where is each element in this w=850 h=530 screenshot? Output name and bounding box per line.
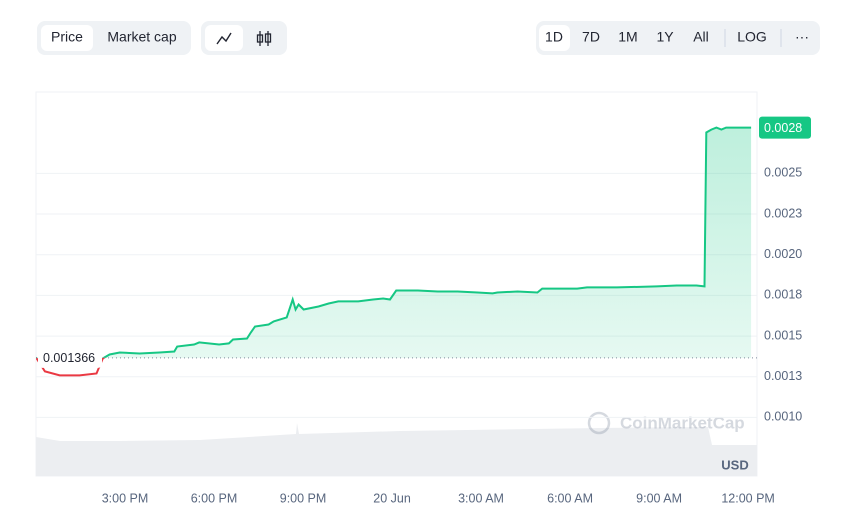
range-button[interactable]: 7D: [582, 29, 600, 45]
range-button[interactable]: 1M: [618, 29, 637, 45]
y-tick-label: 0.0025: [764, 166, 802, 180]
last-price-label: 0.0028: [764, 121, 802, 135]
area-fill: [36, 127, 752, 358]
y-tick-label: 0.0010: [764, 410, 802, 424]
y-tick-label: 0.0018: [764, 288, 802, 302]
tab-selected[interactable]: [41, 25, 93, 51]
currency-label: USD: [721, 457, 748, 472]
baseline-tag: [38, 347, 102, 368]
line-icon: [216, 32, 232, 45]
range-button[interactable]: 1Y: [656, 29, 674, 45]
watermark-text: CoinMarketCap: [620, 413, 745, 432]
x-tick-label: 9:00 AM: [636, 491, 682, 505]
y-tick-label: 0.0023: [764, 206, 802, 220]
watermark: CoinMarketCap: [587, 411, 745, 435]
y-tick-label: 0.0013: [764, 369, 802, 383]
range-button[interactable]: All: [693, 29, 709, 45]
x-tick-label: 20 Jun: [373, 491, 411, 505]
range-selected[interactable]: [539, 25, 570, 51]
tab[interactable]: Market cap: [107, 29, 176, 45]
candle-icon[interactable]: [256, 31, 272, 46]
x-tick-label: 6:00 AM: [547, 491, 593, 505]
more-button[interactable]: ···: [795, 29, 809, 45]
log-button[interactable]: LOG: [737, 29, 767, 45]
x-tick-label: 3:00 PM: [102, 491, 149, 505]
line-type-button[interactable]: [205, 25, 243, 51]
tab[interactable]: Price: [51, 29, 83, 45]
y-tick-label: 0.0015: [764, 328, 802, 342]
price-line: [36, 126, 752, 358]
y-tick-label: 0.0020: [764, 247, 802, 261]
volume-area: [36, 423, 757, 476]
x-tick-label: 3:00 AM: [458, 491, 504, 505]
x-tick-label: 12:00 PM: [721, 491, 775, 505]
last-price-tag: [759, 116, 811, 139]
range-group: [536, 21, 820, 55]
x-tick-label: 9:00 PM: [280, 491, 327, 505]
x-tick-label: 6:00 PM: [191, 491, 238, 505]
baseline-label: 0.001366: [43, 351, 95, 365]
range-button[interactable]: 1D: [545, 29, 563, 45]
